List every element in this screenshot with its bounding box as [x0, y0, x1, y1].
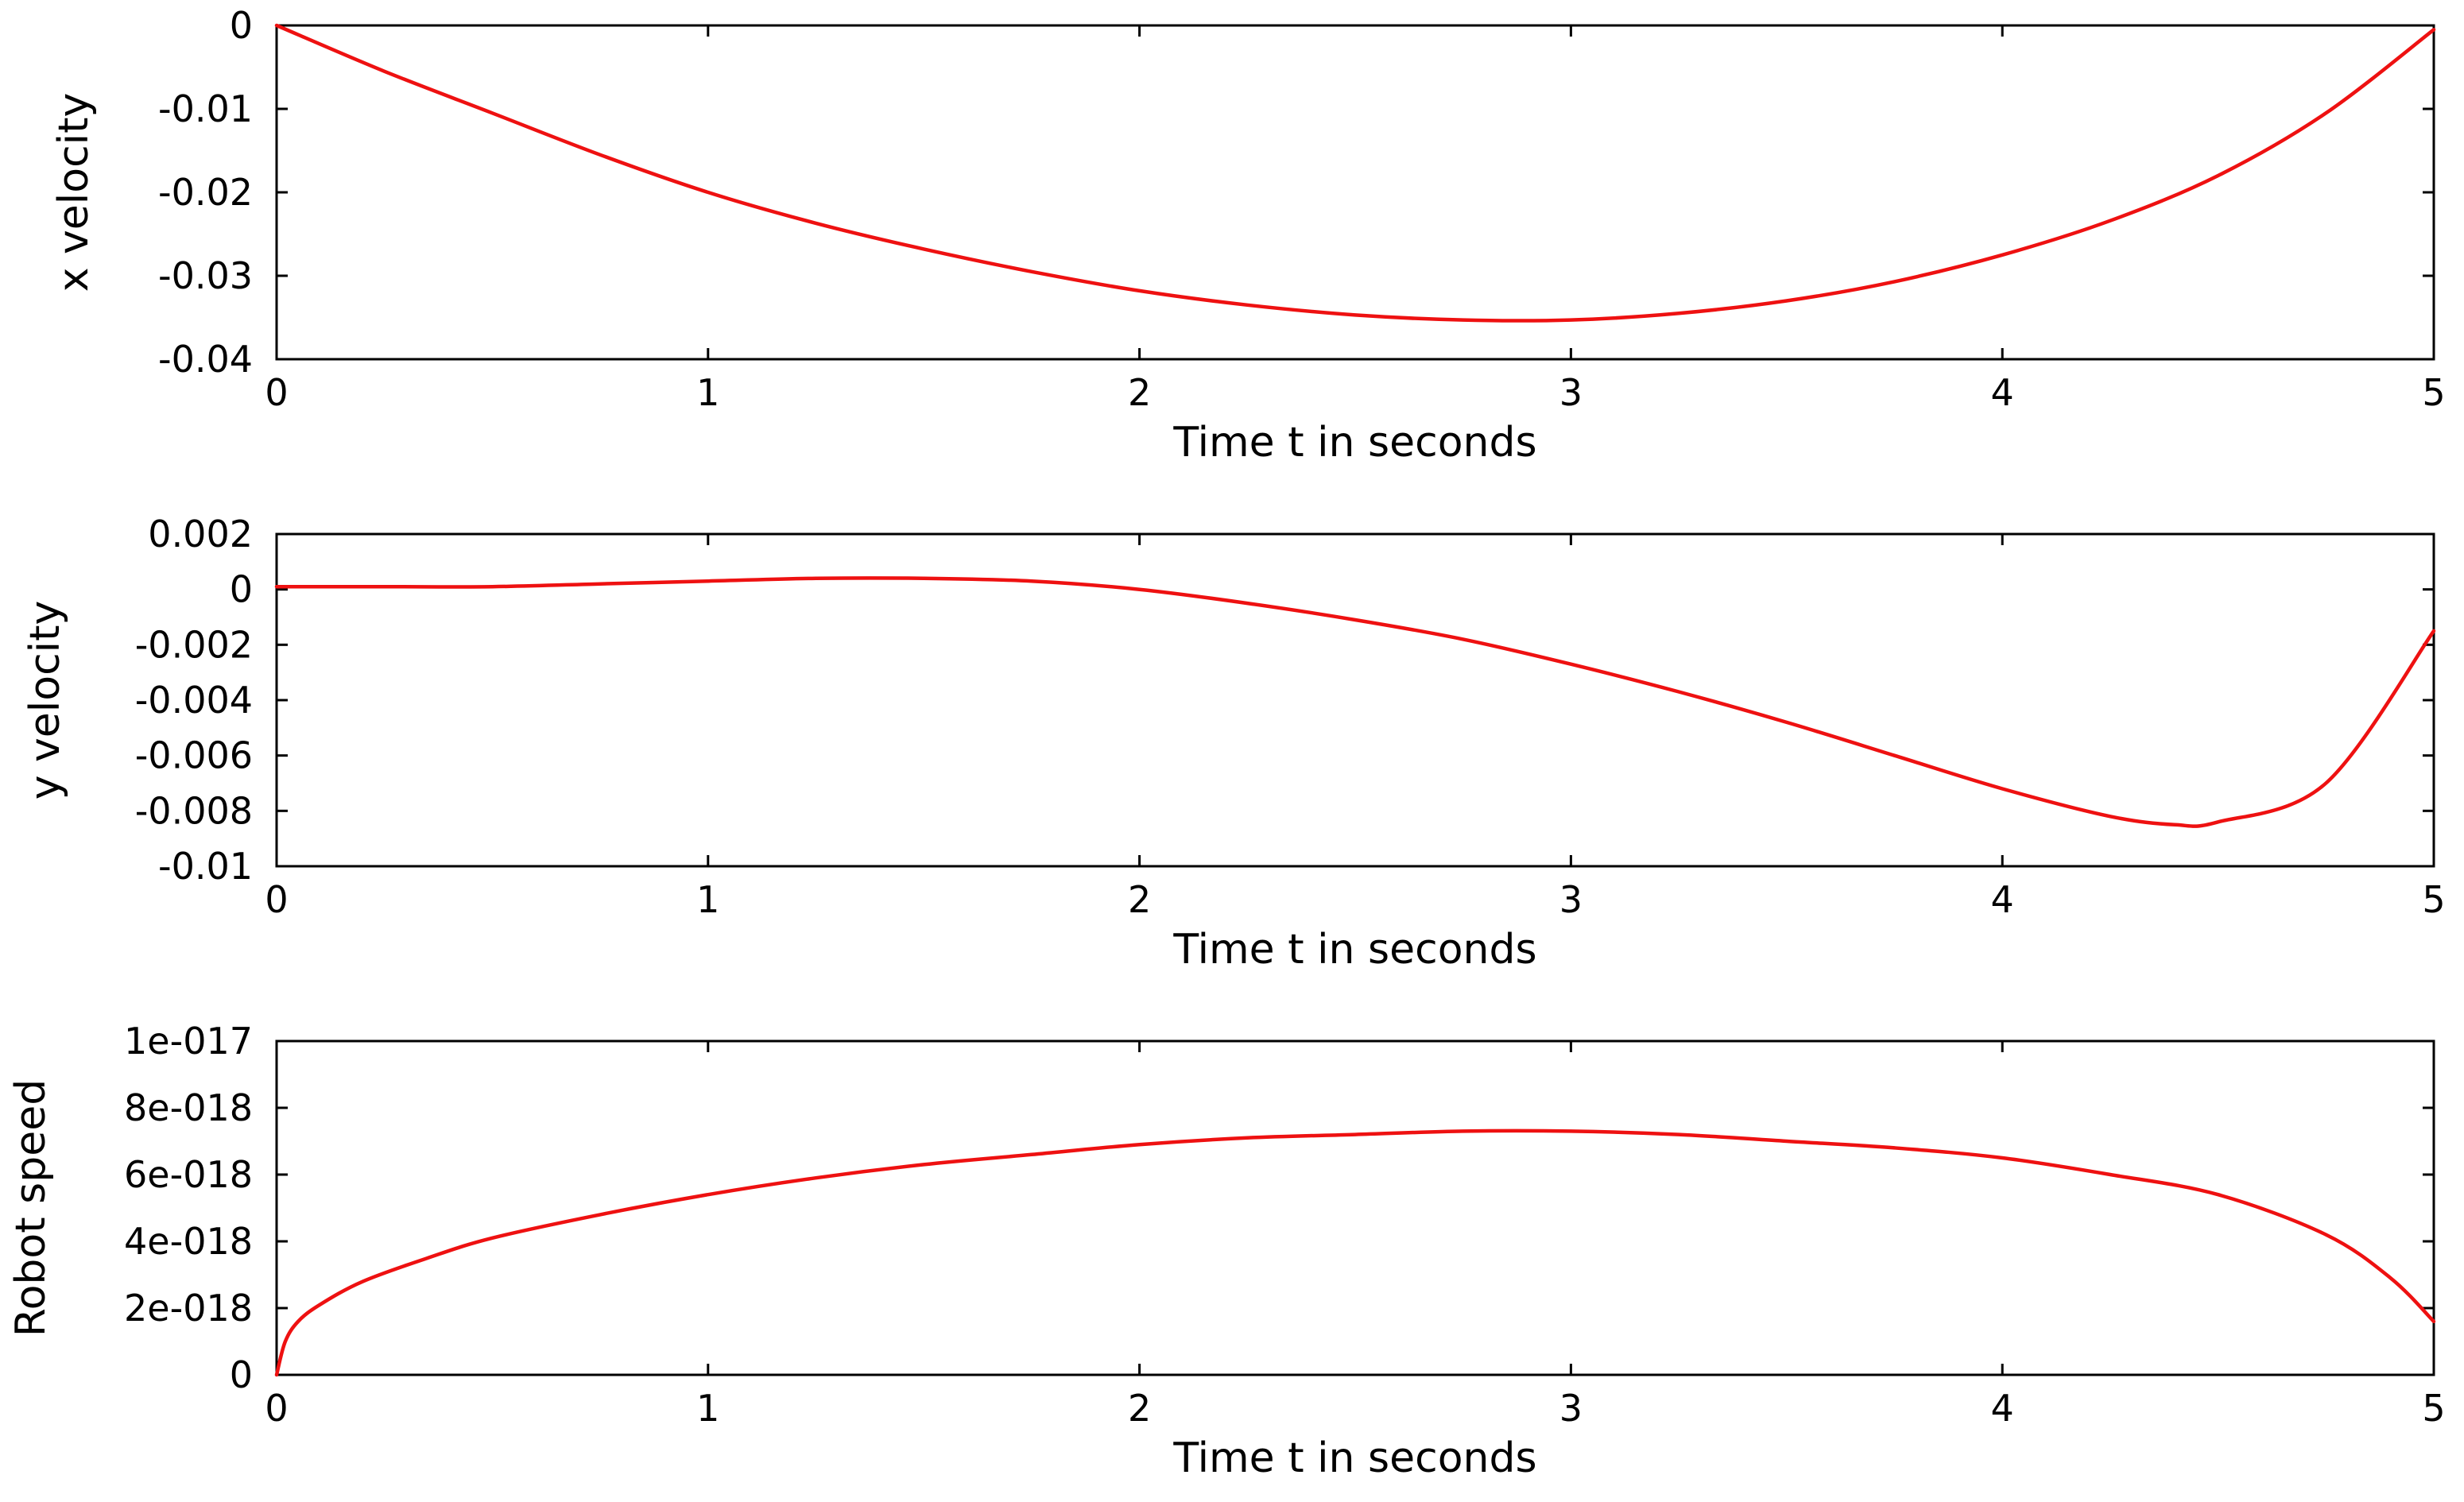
y-tick-label: -0.03	[158, 254, 253, 297]
x-tick-label: 2	[1128, 878, 1151, 921]
x-tick-label: 5	[2422, 371, 2445, 414]
x-tick-label: 0	[265, 878, 288, 921]
x-tick-label: 1	[696, 1387, 719, 1430]
y-tick-label: 0	[230, 568, 253, 611]
x-tick-label: 3	[1559, 371, 1583, 414]
y-axis-label: Robot speed	[7, 1079, 55, 1337]
x-tick-label: 5	[2422, 1387, 2445, 1430]
robot-speed-plot: 0 1 2 3 4 5 0 2e-018 4e-018 6e-018 8e-018 1e-017 Tim…	[7, 1020, 2446, 1482]
y-tick-label: 0	[230, 4, 253, 47]
x-tick-label: 3	[1559, 1387, 1583, 1430]
x-tick-label: 4	[1991, 1387, 2014, 1430]
x-tick-label: 0	[265, 371, 288, 414]
y-tick-label: -0.02	[158, 171, 253, 214]
y-tick-label: -0.006	[135, 734, 253, 777]
y-tick-label: 0	[230, 1353, 253, 1396]
x-velocity-plot: 0 1 2 3 4 5 0 -0.01 -0.02 -0.03 -0.04 Time t in sec…	[50, 4, 2446, 466]
x-tick-label: 4	[1991, 878, 2014, 921]
x-tick-label: 3	[1559, 878, 1583, 921]
y-tick-label: 8e-018	[124, 1086, 253, 1129]
x-tick-label: 5	[2422, 878, 2445, 921]
y-tick-label: -0.002	[135, 623, 253, 666]
y-tick-label: -0.008	[135, 789, 253, 832]
x-tick-label: 4	[1991, 371, 2014, 414]
x-axis-label: Time t in seconds	[1172, 926, 1536, 974]
y-tick-label: -0.01	[158, 845, 253, 888]
y-tick-label: -0.01	[158, 87, 253, 130]
y-tick-label: 6e-018	[124, 1153, 253, 1196]
plot-frame	[275, 24, 2435, 361]
x-axis-label: Time t in seconds	[1172, 419, 1536, 466]
x-tick-label: 1	[696, 371, 719, 414]
y-tick-label: -0.004	[135, 679, 253, 722]
y-tick-label: 0.002	[148, 513, 253, 556]
x-axis-label: Time t in seconds	[1172, 1434, 1536, 1482]
y-tick-label: 1e-017	[124, 1020, 253, 1063]
x-tick-label: 0	[265, 1387, 288, 1430]
y-tick-label: 2e-018	[124, 1287, 253, 1330]
y-axis-label: y velocity	[21, 601, 69, 800]
y-tick-label: -0.04	[158, 338, 253, 381]
x-tick-label: 2	[1128, 1387, 1151, 1430]
plot-frame	[275, 1039, 2435, 1376]
series-line	[274, 576, 2436, 828]
y-axis-label: x velocity	[50, 93, 98, 292]
series-line	[274, 1128, 2436, 1377]
x-tick-label: 1	[696, 878, 719, 921]
x-tick-label: 2	[1128, 371, 1151, 414]
y-tick-label: 4e-018	[124, 1220, 253, 1263]
y-velocity-plot: 0 1 2 3 4 5 0.002 0 -0.002 -0.004 -0.006 -0.008 -0.0…	[21, 513, 2446, 974]
series-line	[274, 23, 2436, 323]
